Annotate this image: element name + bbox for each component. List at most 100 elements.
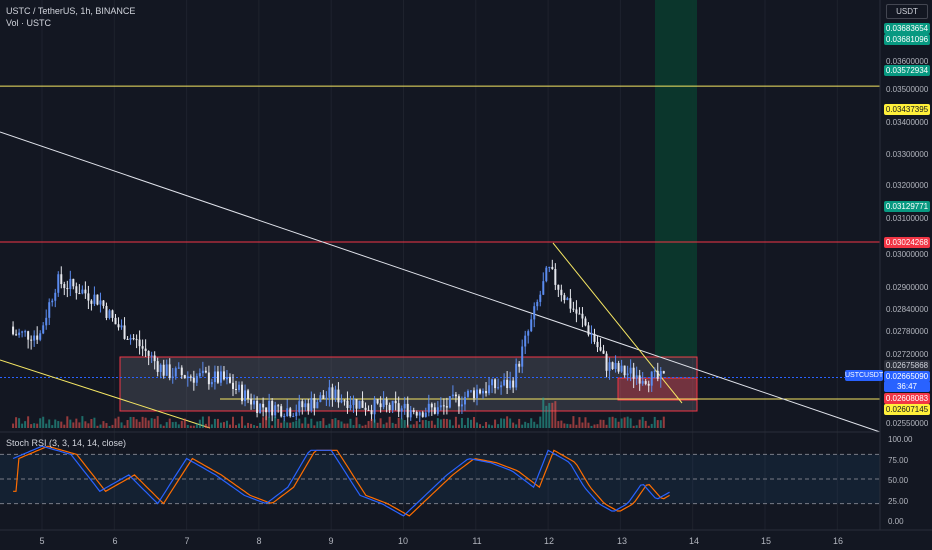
candle-body xyxy=(563,295,566,300)
volume-bar xyxy=(195,423,198,428)
volume-bar xyxy=(63,424,66,428)
candle-body xyxy=(581,313,584,319)
candle-body xyxy=(491,379,494,386)
volume-bar xyxy=(295,420,298,428)
candle-body xyxy=(388,404,391,411)
volume-bar xyxy=(117,416,120,428)
volume-bar xyxy=(439,419,442,428)
volume-bar xyxy=(75,418,78,428)
candle-body xyxy=(418,412,421,416)
candle-body xyxy=(213,371,216,383)
volume-bar xyxy=(262,417,265,428)
candle-body xyxy=(611,362,614,369)
candle-body xyxy=(656,370,659,379)
candle-body xyxy=(337,389,340,403)
volume-bar xyxy=(590,425,593,428)
volume-bar xyxy=(623,417,626,428)
volume-bar xyxy=(488,424,491,428)
volume-bar xyxy=(180,420,183,428)
candle-body xyxy=(99,300,102,305)
candle-body xyxy=(569,298,572,309)
volume-bar xyxy=(656,420,659,428)
candle-body xyxy=(69,278,72,290)
candle-body xyxy=(171,376,174,379)
candle-body xyxy=(207,372,210,385)
candle-body xyxy=(274,405,277,416)
x-tick: 5 xyxy=(39,536,45,546)
candle-body xyxy=(349,404,352,409)
price-tag-yellow: 0.02607145 xyxy=(884,404,930,415)
candle-body xyxy=(159,364,162,372)
volume-bar xyxy=(24,421,27,428)
candle-body xyxy=(268,400,271,413)
candle-body xyxy=(641,381,644,384)
candle-body xyxy=(596,341,599,348)
candle-body xyxy=(548,266,551,268)
volume-bar xyxy=(424,419,427,428)
volume-bar xyxy=(129,416,132,428)
price-tick: 0.03300000 xyxy=(886,150,929,159)
volume-bar xyxy=(298,418,301,428)
candle-body xyxy=(436,407,439,414)
volume-bar xyxy=(578,417,581,428)
volume-bar xyxy=(397,417,400,428)
symbol-badge: USTCUSDT xyxy=(845,370,884,381)
volume-bar xyxy=(433,424,436,428)
volume-bar xyxy=(626,416,629,428)
candle-body xyxy=(72,278,75,287)
candle-body xyxy=(385,399,388,405)
volume-bar xyxy=(18,418,21,428)
candle-body xyxy=(551,266,554,269)
volume-bar xyxy=(171,422,174,428)
volume-bar xyxy=(602,419,605,428)
candle-body xyxy=(33,335,36,341)
volume-bar xyxy=(259,422,262,428)
volume-bar xyxy=(271,425,274,428)
candle-body xyxy=(135,339,138,341)
volume-bar xyxy=(90,419,93,428)
volume-bar xyxy=(48,419,51,428)
candle-body xyxy=(626,373,629,376)
candle-body xyxy=(527,331,530,336)
volume-bar xyxy=(343,423,346,428)
candle-body xyxy=(355,399,358,409)
volume-bar xyxy=(436,418,439,428)
volume-bar xyxy=(611,416,614,428)
candle-body xyxy=(620,365,623,372)
candle-body xyxy=(593,333,596,342)
volume-bar xyxy=(132,417,135,428)
currency-button[interactable]: USDT xyxy=(886,4,928,19)
x-tick: 13 xyxy=(616,536,628,546)
volume-bar xyxy=(265,416,268,428)
candle-body xyxy=(192,377,195,383)
volume-bar xyxy=(36,423,39,428)
candle-body xyxy=(114,317,117,325)
volume-bar xyxy=(352,425,355,428)
volume-bar xyxy=(60,421,63,428)
candle-body xyxy=(313,398,316,409)
candle-body xyxy=(87,293,90,301)
volume-bar xyxy=(225,420,228,428)
volume-bar xyxy=(280,422,283,428)
price-tick: 0.03000000 xyxy=(886,250,929,259)
candle-body xyxy=(126,338,129,340)
price-tag: 0.02675868 xyxy=(884,360,930,371)
candle-body xyxy=(27,331,30,340)
volume-bar xyxy=(364,424,367,428)
candle-body xyxy=(117,324,120,328)
candle-body xyxy=(494,379,497,389)
price-tick: 0.03600000 xyxy=(886,57,929,66)
volume-bar xyxy=(84,421,87,428)
candle-body xyxy=(307,403,310,411)
candle-body xyxy=(60,274,63,285)
volume-bar xyxy=(111,424,114,428)
candle-body xyxy=(406,403,409,418)
volume-bar xyxy=(506,416,509,428)
candle-body xyxy=(244,390,247,402)
volume-bar xyxy=(569,424,572,428)
price-tick: 0.02550000 xyxy=(886,419,929,428)
candle-body xyxy=(216,371,219,383)
volume-bar xyxy=(650,423,653,428)
candle-body xyxy=(310,398,313,411)
